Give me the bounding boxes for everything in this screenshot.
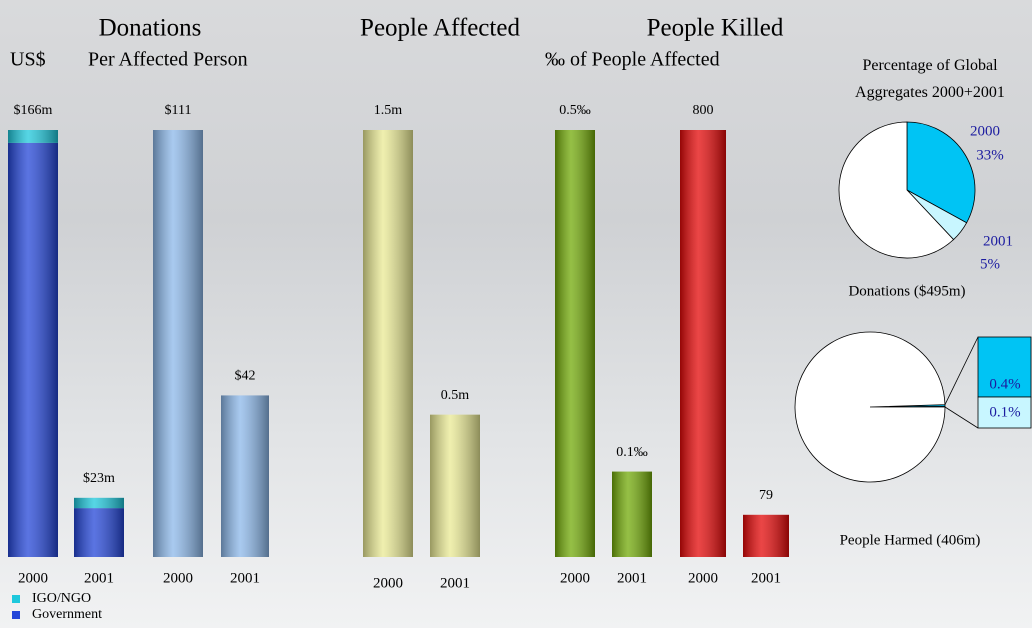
pie-category-label: 2001 xyxy=(983,233,1013,249)
bar xyxy=(430,414,480,557)
chart-subtitle: Per Affected Person xyxy=(88,49,248,71)
chart-title: Donations xyxy=(99,15,202,42)
pie-value-label: 0.1% xyxy=(989,404,1020,420)
callout-box xyxy=(977,336,1032,398)
x-tick-label: 2001 xyxy=(440,575,470,591)
legend-label: Government xyxy=(32,607,102,622)
x-tick-label: 2001 xyxy=(230,570,260,586)
value-label: 0.1‰ xyxy=(616,445,648,460)
chart-title: People Killed xyxy=(647,15,784,42)
pie-title: Percentage of Global Aggregates 2000+200… xyxy=(855,57,1005,101)
chart-subtitle: US$ xyxy=(10,49,46,71)
pie-slice xyxy=(838,121,955,259)
callout-line xyxy=(944,336,979,405)
pie-slice xyxy=(906,121,976,224)
value-label: 800 xyxy=(693,103,714,118)
x-tick-label: 2001 xyxy=(751,570,781,586)
value-label: $23m xyxy=(83,471,115,486)
bar-segment xyxy=(8,130,58,143)
value-label: $42 xyxy=(235,369,256,384)
legend-swatch xyxy=(12,611,20,619)
bar-segment xyxy=(74,497,124,509)
callout-box xyxy=(977,396,1032,429)
value-label: $166m xyxy=(14,103,53,118)
bar xyxy=(743,514,789,557)
x-tick-label: 2001 xyxy=(84,570,114,586)
value-label: 79 xyxy=(759,488,773,503)
callout-line xyxy=(944,406,979,429)
pie-value-label: 33% xyxy=(976,147,1004,163)
chart-subtitle: ‰ of People Affected xyxy=(545,49,720,71)
x-tick-label: 2000 xyxy=(560,570,590,586)
value-label: 0.5m xyxy=(441,388,470,403)
x-tick-label: 2000 xyxy=(18,570,48,586)
bar xyxy=(363,130,413,557)
bar-segment xyxy=(74,508,124,557)
bar xyxy=(612,471,652,557)
bar xyxy=(221,395,269,557)
pie-value-label: 0.4% xyxy=(989,376,1020,392)
bar xyxy=(555,130,595,557)
chart-title: People Affected xyxy=(360,15,520,42)
value-label: 1.5m xyxy=(374,103,403,118)
legend-label: IGO/NGO xyxy=(32,591,91,606)
x-tick-label: 2000 xyxy=(373,575,403,591)
pie-caption: Donations ($495m) xyxy=(848,283,965,299)
bar xyxy=(153,130,203,557)
value-label: 0.5‰ xyxy=(559,103,591,118)
bar-segment xyxy=(8,142,58,557)
value-label: $111 xyxy=(165,103,192,118)
pie-slice xyxy=(794,331,946,483)
legend-swatch xyxy=(12,595,20,603)
x-tick-label: 2000 xyxy=(688,570,718,586)
x-tick-label: 2001 xyxy=(617,570,647,586)
pie-category-label: 2000 xyxy=(970,123,1000,139)
pie-caption: People Harmed (406m) xyxy=(840,532,981,548)
pie-value-label: 5% xyxy=(980,256,1000,272)
bar xyxy=(680,130,726,557)
x-tick-label: 2000 xyxy=(163,570,193,586)
